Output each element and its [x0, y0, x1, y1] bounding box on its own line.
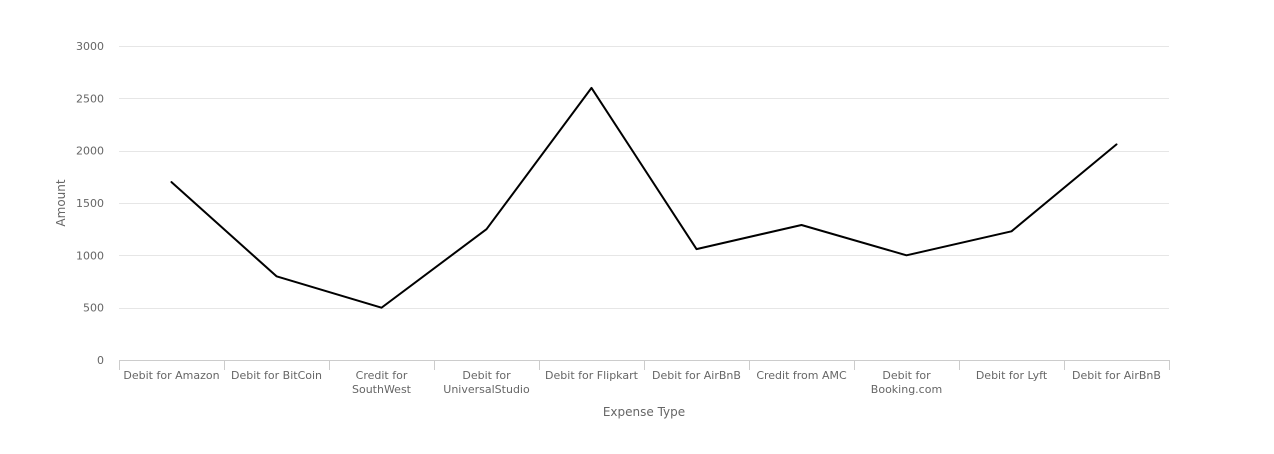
- label-layer: 0 500 1000 1500 2000 2500 3000 Debit for Amazon…: [76, 40, 1161, 396]
- x-tick-label-line: SouthWest: [352, 383, 412, 396]
- y-tick-label: 0: [97, 354, 104, 367]
- x-tick-label-line: Debit for Lyft: [976, 369, 1048, 382]
- x-tick-label: Credit from AMC: [756, 369, 847, 382]
- x-tick-label-line: UniversalStudio: [443, 383, 530, 396]
- x-tick-label-line: Booking.com: [871, 383, 942, 396]
- y-tick-label: 1500: [76, 197, 104, 210]
- x-tick-label-line: Debit for Flipkart: [545, 369, 639, 382]
- y-tick-label: 500: [83, 302, 104, 315]
- axis-layer: [119, 360, 1170, 370]
- x-tick-label: Credit for SouthWest: [352, 369, 412, 396]
- x-tick-label-line: Credit for: [356, 369, 408, 382]
- x-tick-label-line: Debit for BitCoin: [231, 369, 322, 382]
- grid-layer: [119, 46, 1169, 309]
- x-tick-label-line: Debit for Amazon: [123, 369, 219, 382]
- x-tick-label: Debit for UniversalStudio: [443, 369, 530, 396]
- series-layer: [170, 86, 1118, 309]
- y-tick-label: 2500: [76, 92, 104, 105]
- x-axis-title: Expense Type: [603, 405, 685, 419]
- x-tick-label-line: Credit from AMC: [756, 369, 847, 382]
- x-tick-label: Debit for Lyft: [976, 369, 1048, 382]
- y-tick-label: 3000: [76, 40, 104, 53]
- x-tick-label: Debit for Booking.com: [871, 369, 942, 396]
- y-axis-title: Amount: [54, 179, 68, 226]
- x-tick-label: Debit for Amazon: [123, 369, 219, 382]
- y-tick-label: 1000: [76, 249, 104, 262]
- series-line: [170, 86, 1118, 309]
- x-tick-label-line: Debit for: [462, 369, 511, 382]
- x-tick-label: Debit for AirBnB: [652, 369, 741, 382]
- x-tick-label-line: Debit for AirBnB: [652, 369, 741, 382]
- x-tick-label-line: Debit for: [882, 369, 931, 382]
- y-tick-label: 2000: [76, 145, 104, 158]
- x-tick-label-line: Debit for AirBnB: [1072, 369, 1161, 382]
- x-tick-label: Debit for BitCoin: [231, 369, 322, 382]
- x-tick-label: Debit for Flipkart: [545, 369, 639, 382]
- x-tick-label: Debit for AirBnB: [1072, 369, 1161, 382]
